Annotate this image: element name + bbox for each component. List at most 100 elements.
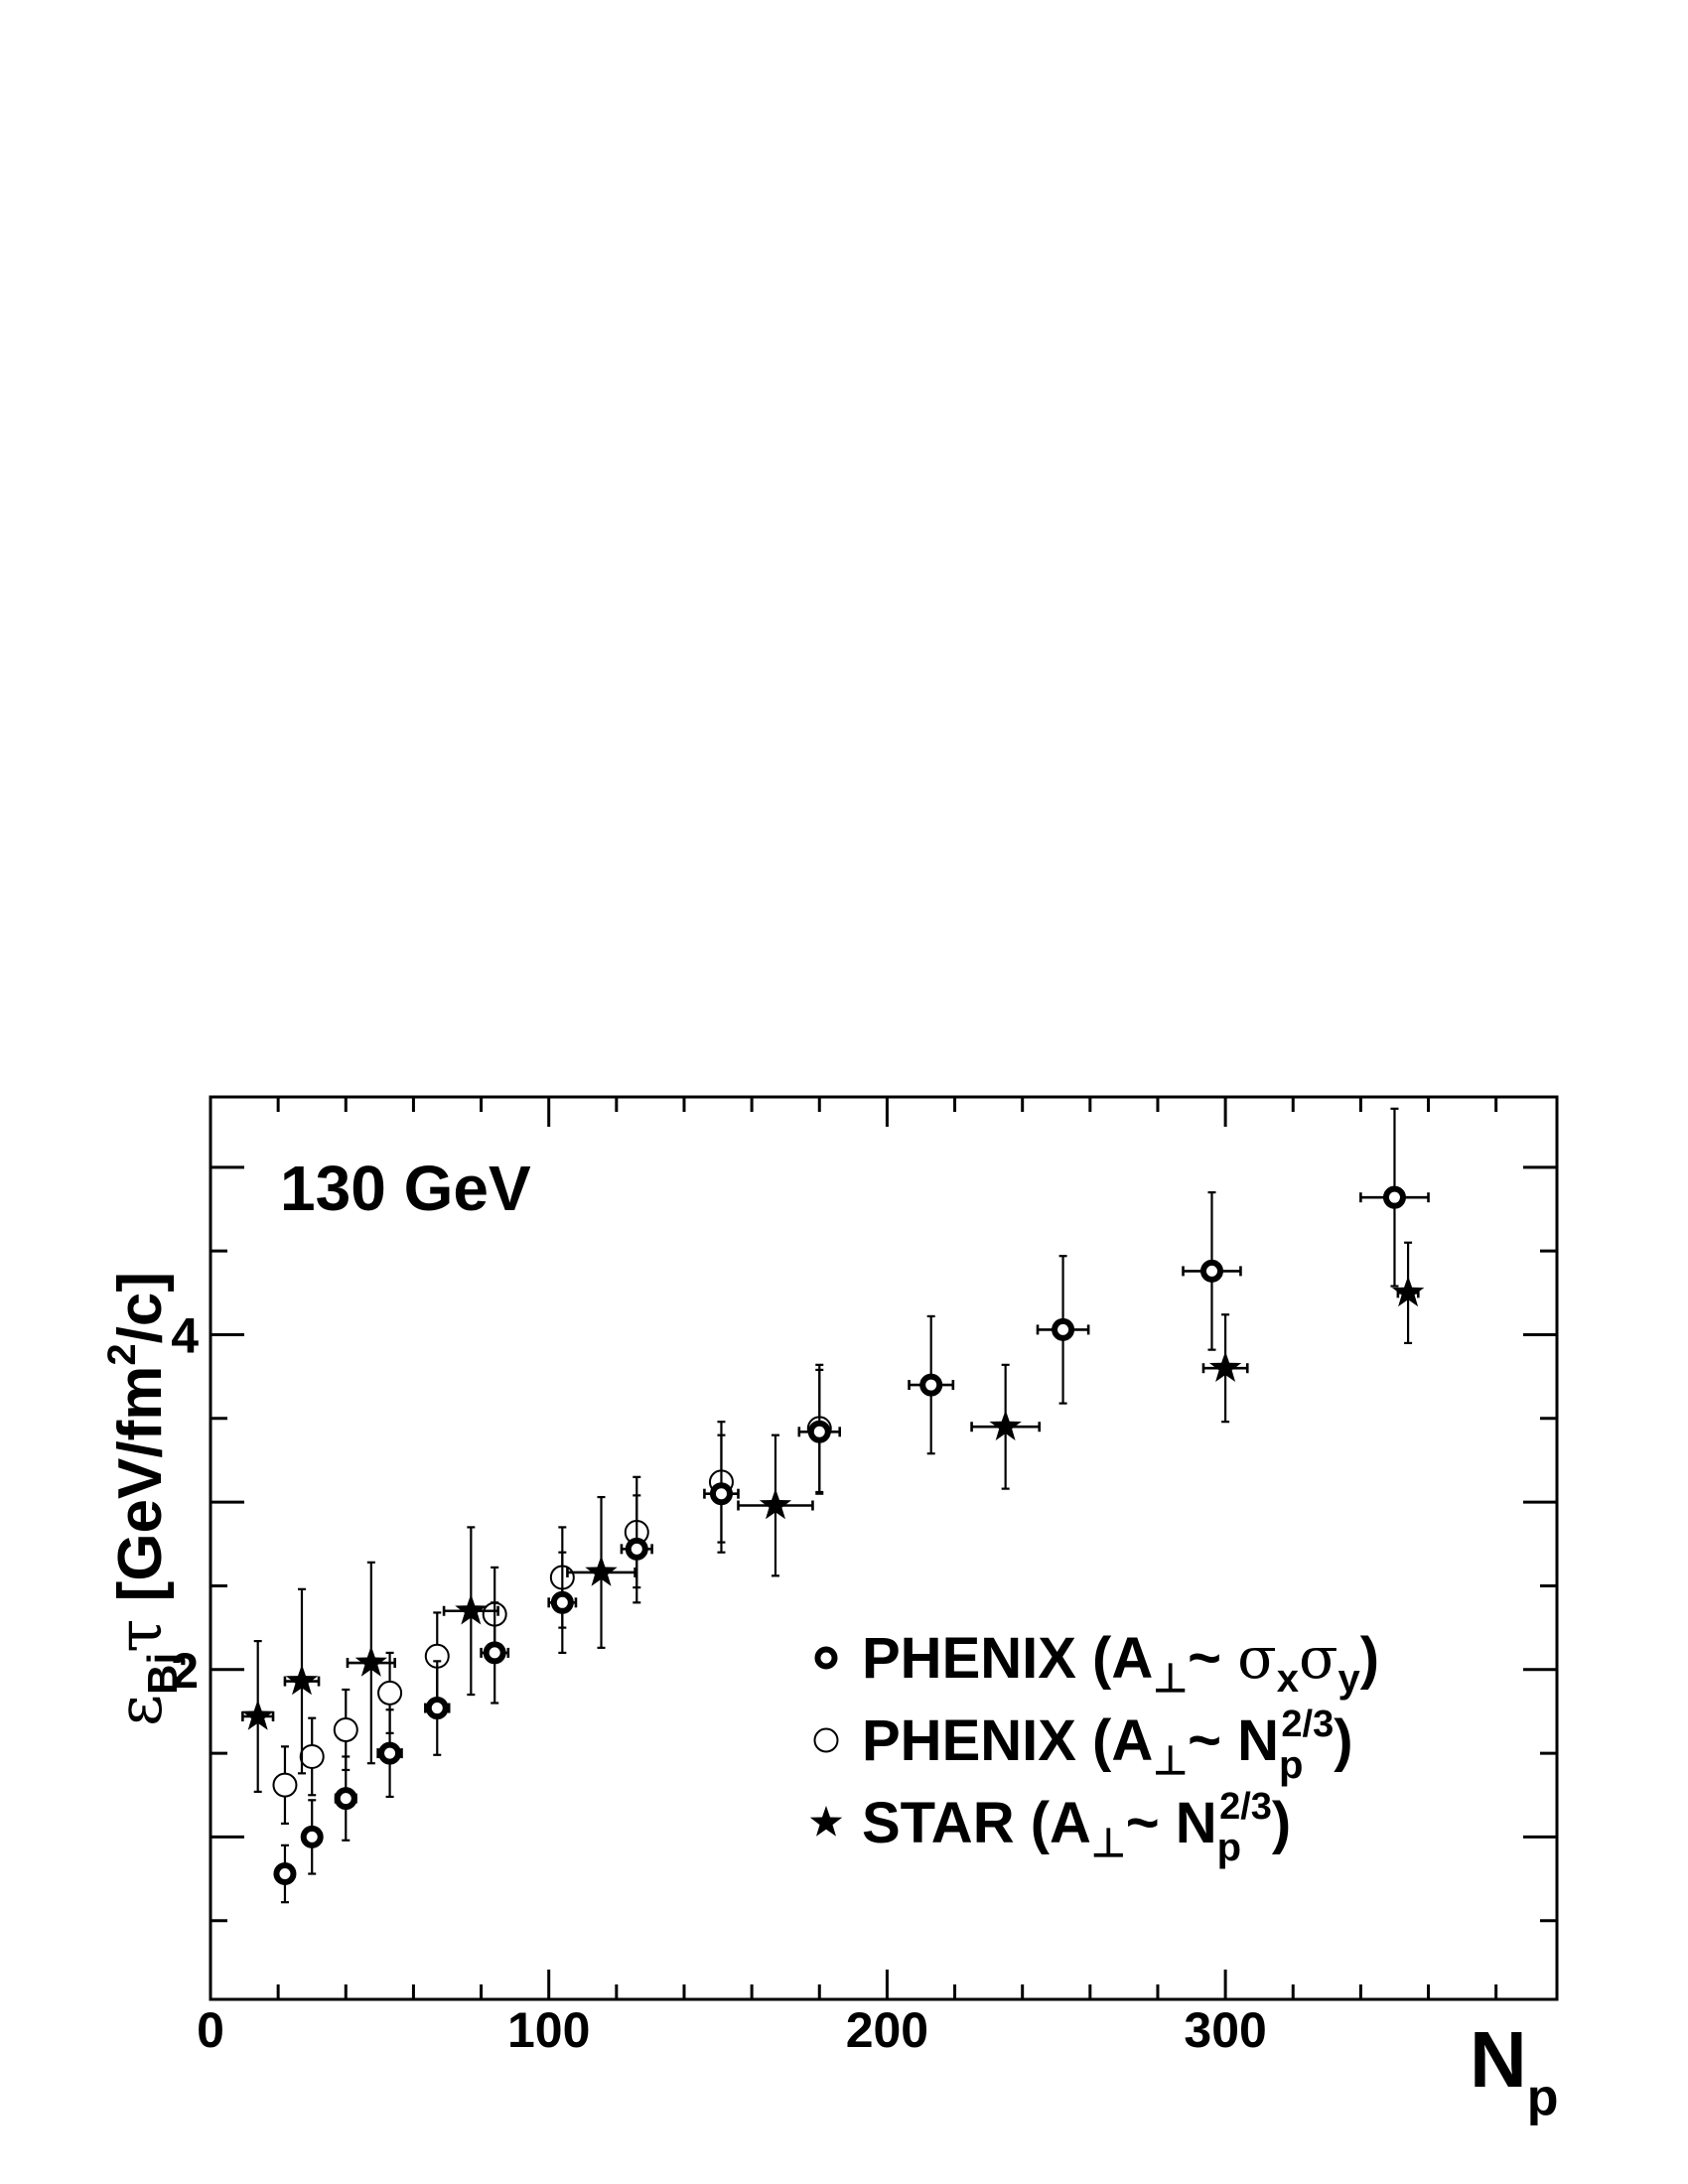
thick-circle-marker <box>625 1537 648 1561</box>
star-marker <box>759 1488 792 1520</box>
star-marker <box>354 1646 387 1677</box>
plot-frame-group <box>209 1095 1559 2001</box>
y-tick-label: 2 <box>171 1643 199 1699</box>
legend-entry: STAR (A⊥~ Np2/3) <box>809 1786 1291 1869</box>
legend: PHENIX (A⊥~ σxσy)PHENIX (A⊥~ Np2/3)STAR … <box>809 1624 1379 1869</box>
open-circle-point <box>272 1745 298 1826</box>
thick-circle-point <box>273 1843 297 1904</box>
legend-superscript: 2/3 <box>1281 1704 1334 1745</box>
y-axis-title: εBjτ [GeV/fm2/c] <box>100 1272 186 1726</box>
star-marker <box>989 1410 1022 1440</box>
legend-text: ) <box>1272 1791 1291 1855</box>
legend-greek: σ <box>1237 1624 1277 1692</box>
thick-circle-marker <box>483 1641 506 1665</box>
legend-subscript: x <box>1277 1657 1299 1701</box>
thick-circle-marker <box>1382 1185 1406 1209</box>
legend-text: PHENIX (A <box>862 1626 1153 1691</box>
star-marker <box>285 1664 319 1696</box>
x-tick-label: 0 <box>197 2002 224 2058</box>
thick-circle-point <box>1036 1255 1090 1405</box>
thick-circle-point <box>1359 1107 1430 1288</box>
star-marker <box>585 1556 618 1586</box>
open-circle-marker <box>377 1680 403 1706</box>
thick-circle-point <box>480 1601 510 1705</box>
open-circle-marker <box>299 1743 325 1769</box>
legend-subscript: p <box>1279 1743 1303 1787</box>
star-point <box>566 1495 636 1649</box>
y-axis-epsilon: ε <box>103 1695 176 1726</box>
thick-circle-marker <box>334 1787 357 1811</box>
plot-frame <box>209 1095 1559 2001</box>
open-circle-marker <box>272 1772 298 1798</box>
x-axis-sub: p <box>1527 2069 1559 2126</box>
energy-annotation: 130 GeV <box>280 1153 531 1224</box>
star-point <box>283 1587 321 1775</box>
legend-greek: σ <box>1299 1624 1338 1692</box>
legend-subscript: ⊥ <box>1091 1822 1126 1865</box>
svg-text:Np: Np <box>1470 2015 1559 2126</box>
legend-entry: PHENIX (A⊥~ σxσy) <box>814 1624 1379 1701</box>
legend-text: ) <box>1360 1626 1379 1691</box>
axis-tick-labels: 0 100 200 300 2 4 <box>171 1307 1267 2058</box>
thick-circle-point <box>1182 1191 1242 1351</box>
star-point <box>970 1363 1042 1490</box>
thick-circle-marker <box>1199 1259 1223 1283</box>
open-circle-point <box>299 1716 325 1797</box>
legend-text: PHENIX (A <box>862 1708 1153 1773</box>
thick-circle-marker <box>814 1646 838 1670</box>
legend-subscript: ⊥ <box>1153 1657 1188 1701</box>
thick-circle-point <box>424 1660 451 1756</box>
thick-circle-marker <box>550 1590 574 1614</box>
thick-circle-marker <box>709 1482 733 1506</box>
thick-circle-marker <box>300 1825 324 1848</box>
svg-text:εBjτ [GeV/fm2/c]: εBjτ [GeV/fm2/c] <box>100 1272 186 1726</box>
x-axis-n: N <box>1470 2015 1527 2104</box>
star-marker <box>241 1700 274 1730</box>
thick-circle-marker <box>919 1373 943 1397</box>
star-point <box>1201 1313 1249 1424</box>
thick-circle-marker <box>807 1420 831 1443</box>
data-points <box>241 1107 1430 1904</box>
star-marker <box>455 1593 488 1625</box>
thick-circle-marker <box>273 1862 297 1886</box>
y-axis-units-pre: [GeV/fm <box>106 1366 175 1619</box>
star-point <box>241 1639 275 1793</box>
legend-subscript: ⊥ <box>1153 1739 1188 1783</box>
x-tick-label: 100 <box>507 2002 590 2058</box>
star-point <box>442 1526 499 1697</box>
open-circle-marker <box>813 1727 839 1753</box>
thick-circle-marker <box>378 1741 402 1765</box>
legend-text: ) <box>1334 1708 1352 1773</box>
legend-entry: PHENIX (A⊥~ Np2/3) <box>813 1704 1353 1787</box>
y-axis-tau: τ <box>103 1619 176 1653</box>
legend-label: STAR (A⊥~ Np2/3) <box>862 1786 1291 1869</box>
legend-text: ~ N <box>1126 1791 1217 1855</box>
thick-circle-marker <box>1052 1317 1075 1341</box>
star-marker <box>1391 1276 1425 1307</box>
legend-label: PHENIX (A⊥~ σxσy) <box>862 1624 1379 1701</box>
legend-text: ~ <box>1188 1626 1237 1691</box>
legend-text: ~ N <box>1188 1708 1279 1773</box>
x-tick-label: 200 <box>846 2002 928 2058</box>
y-axis-sub: Bj <box>139 1653 186 1695</box>
thick-circle-point <box>334 1755 357 1842</box>
legend-label: PHENIX (A⊥~ Np2/3) <box>862 1704 1353 1787</box>
x-axis-title: Np <box>1470 2015 1559 2126</box>
legend-subscript: y <box>1338 1657 1361 1701</box>
y-axis-units-post: /c] <box>106 1272 175 1343</box>
y-axis-units-sup: 2 <box>100 1343 144 1365</box>
star-point <box>346 1561 396 1765</box>
y-tick-label: 4 <box>171 1307 199 1363</box>
thick-circle-point <box>620 1494 653 1604</box>
axis-ticks <box>211 1097 1557 1999</box>
thick-circle-point <box>703 1433 740 1554</box>
legend-subscript: p <box>1217 1826 1241 1869</box>
thick-circle-point <box>797 1368 842 1495</box>
open-circle-marker <box>333 1716 358 1742</box>
star-point <box>737 1433 814 1577</box>
thick-circle-point <box>547 1551 578 1655</box>
thick-circle-point <box>376 1708 403 1799</box>
star-marker <box>809 1806 843 1837</box>
thick-circle-point <box>908 1314 955 1455</box>
